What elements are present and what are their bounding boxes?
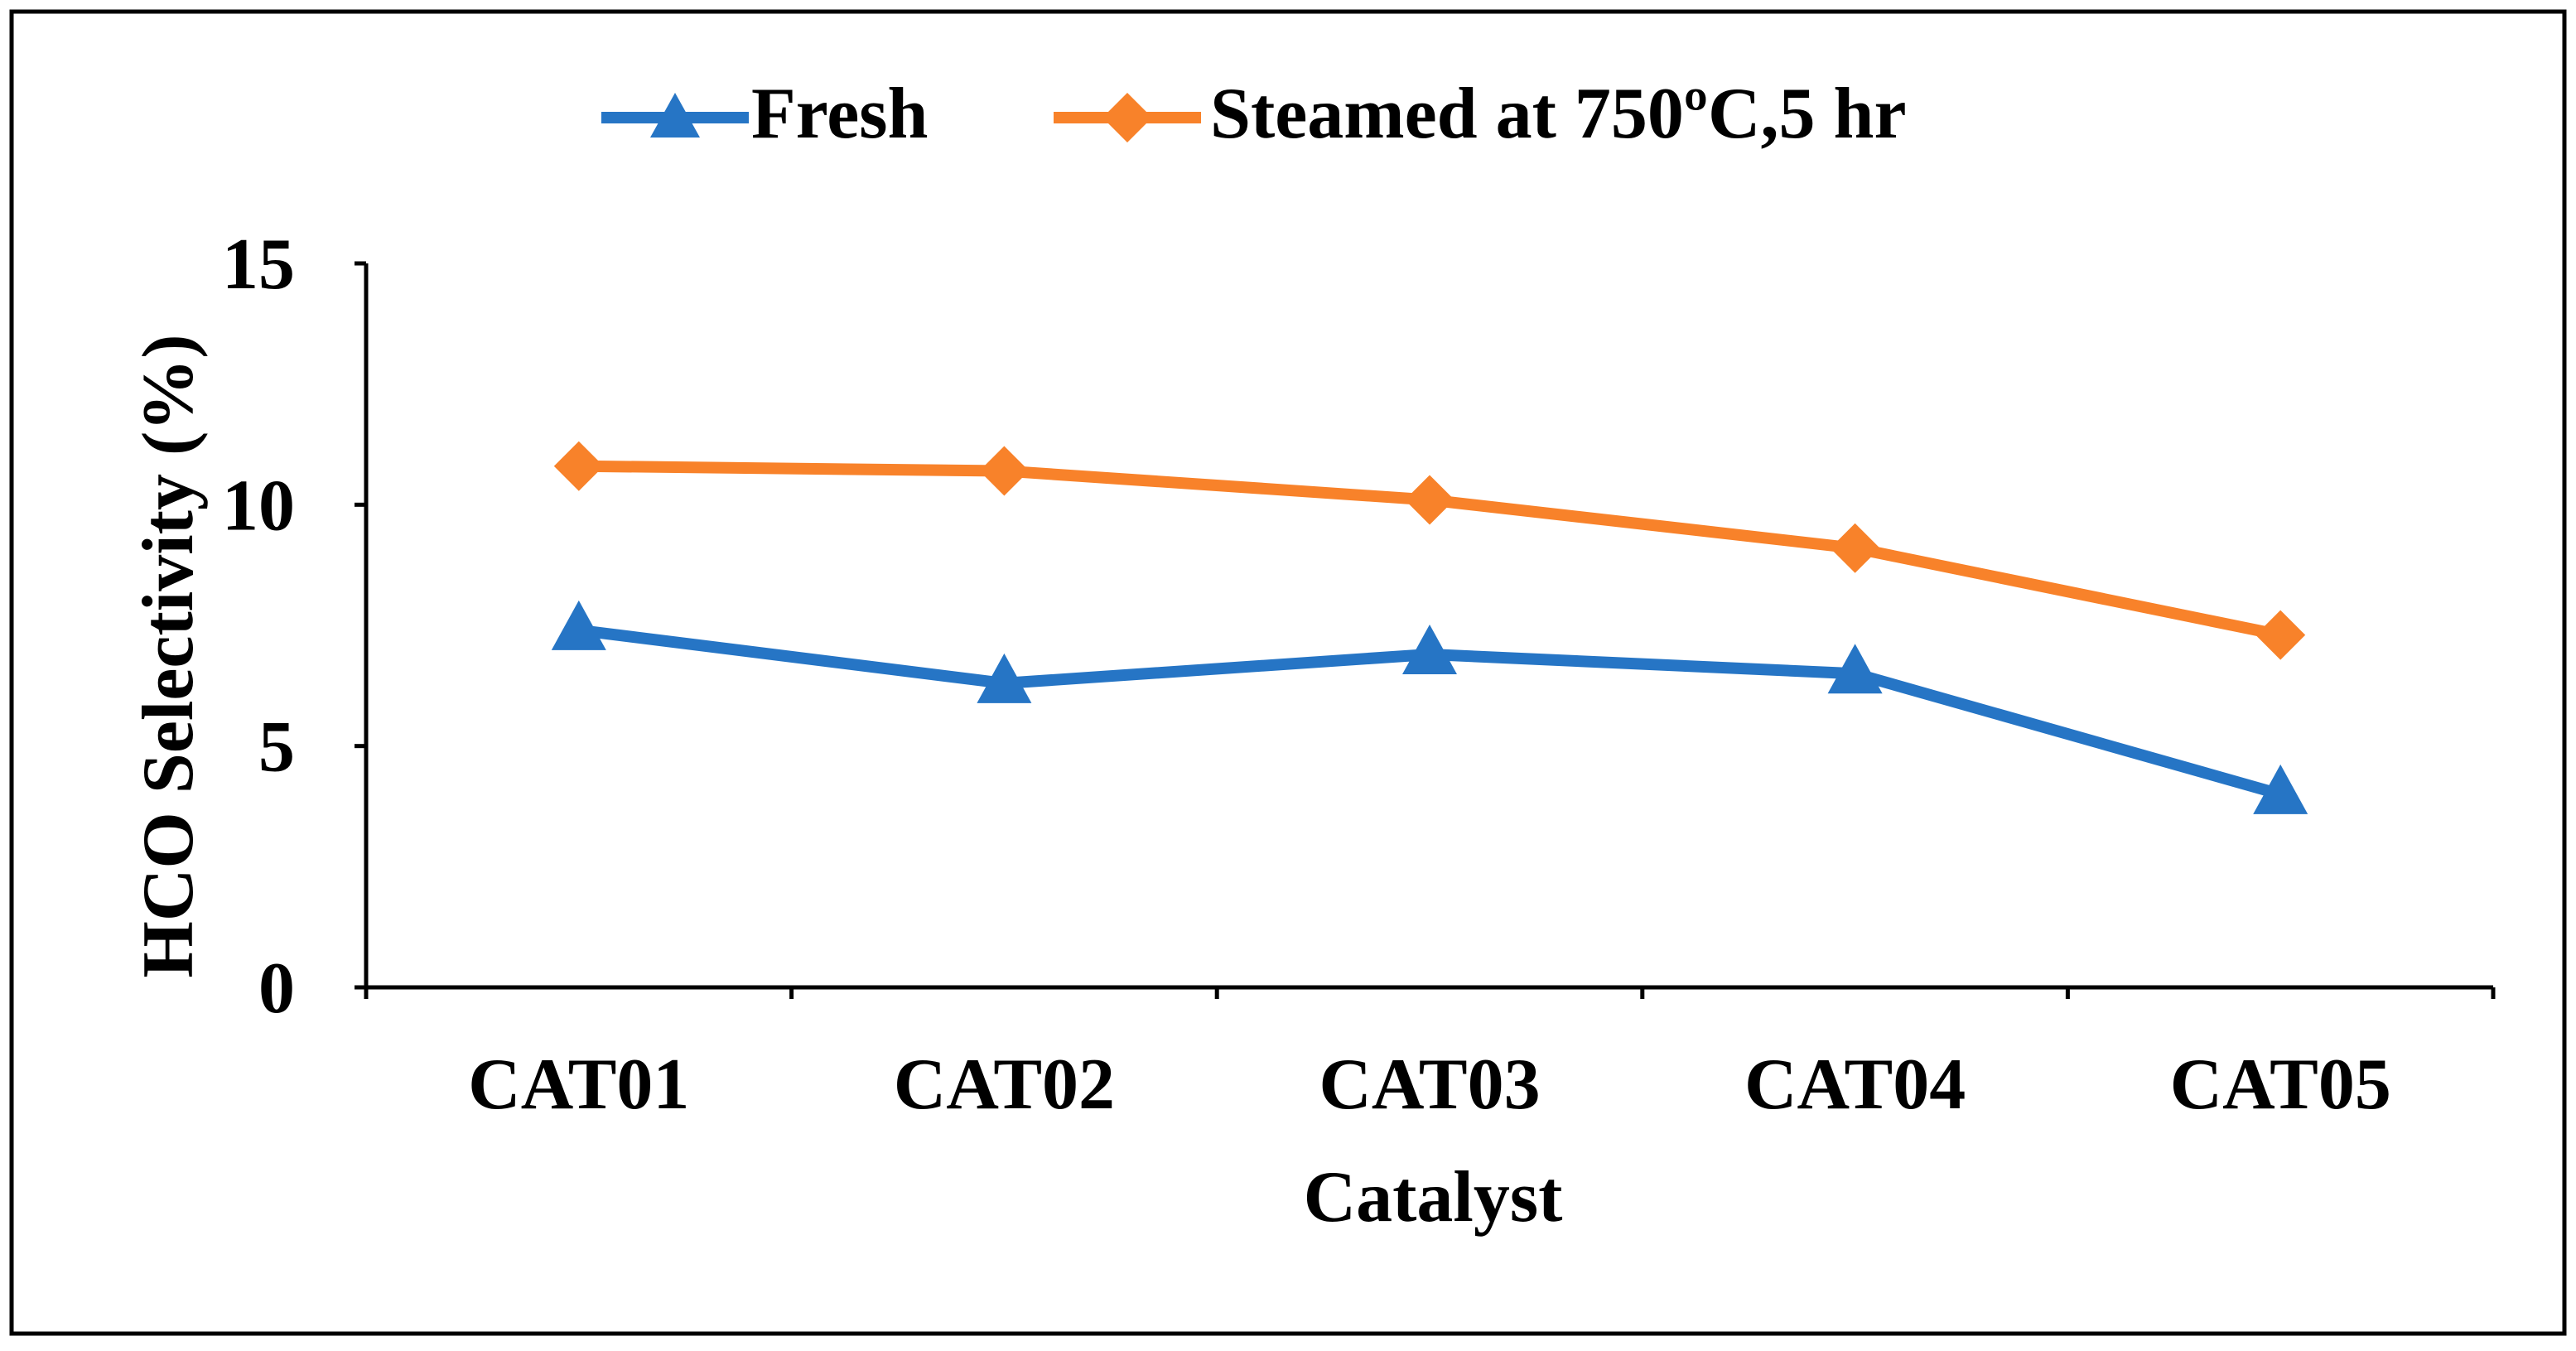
x-axis-title: Catalyst: [1304, 1157, 1563, 1238]
series-steamed: [553, 441, 2306, 660]
y-axis-title: HCO Selectivity (%): [128, 334, 209, 977]
x-tick-label: CAT02: [894, 1045, 1115, 1125]
data-point-steamed-cat02: [979, 446, 1030, 496]
legend-item-steamed: Steamed at 750ºC,5 hr: [1054, 74, 1907, 154]
legend-item-fresh: Fresh: [601, 74, 928, 154]
x-ticks: CAT01 CAT02 CAT03 CAT04 CAT05: [364, 987, 2496, 1125]
x-tick-label: CAT03: [1319, 1045, 1540, 1125]
legend-marker-fresh: [650, 93, 700, 138]
data-point-steamed-cat05: [2255, 610, 2306, 660]
y-tick-label: 10: [222, 466, 295, 546]
y-tick-label: 5: [258, 707, 295, 788]
data-point-fresh-cat01: [551, 600, 606, 650]
data-point-steamed-cat04: [1830, 523, 1880, 573]
legend: Fresh Steamed at 750ºC,5 hr: [601, 74, 1907, 154]
data-point-steamed-cat01: [553, 441, 604, 491]
y-ticks: 0 5 10 15: [222, 224, 366, 1029]
data-point-fresh-cat02: [977, 653, 1032, 703]
x-tick-label: CAT05: [2170, 1045, 2391, 1125]
legend-marker-steamed: [1102, 93, 1152, 142]
series-fresh: [551, 600, 2308, 814]
data-point-steamed-cat03: [1405, 475, 1454, 525]
series-layer: [551, 441, 2308, 814]
data-point-fresh-cat04: [1827, 644, 1883, 694]
data-point-fresh-cat03: [1402, 624, 1457, 674]
data-point-fresh-cat05: [2253, 764, 2308, 814]
y-tick-label: 15: [222, 224, 295, 305]
chart-border: [9, 9, 2567, 1336]
x-tick-label: CAT01: [468, 1045, 689, 1125]
y-tick-label: 0: [258, 948, 295, 1029]
axes: [364, 263, 2493, 990]
legend-label-steamed: Steamed at 750ºC,5 hr: [1210, 74, 1907, 154]
legend-label-fresh: Fresh: [751, 74, 928, 154]
x-tick-label: CAT04: [1744, 1045, 1966, 1125]
